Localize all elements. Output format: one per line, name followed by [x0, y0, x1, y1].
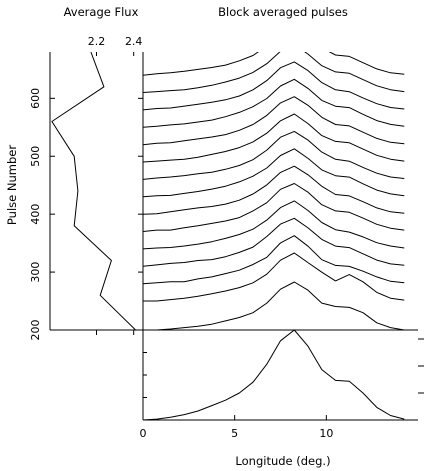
pulse-profile-line: [143, 281, 405, 330]
pulses-panel-title: Block averaged pulses: [218, 5, 348, 19]
y-tick-label: 500: [29, 146, 42, 167]
pulse-profile-line: [143, 61, 405, 111]
y-axis-label: Pulse Number: [5, 145, 19, 225]
y-tick-label: 600: [29, 88, 42, 109]
pulse-profile-line: [143, 52, 405, 93]
pulse-profile-line: [143, 217, 405, 267]
pulse-profile-line: [143, 148, 405, 198]
y-tick-label: 200: [29, 320, 42, 341]
x-tick-label: 5: [231, 427, 238, 440]
flux-panel-title: Average Flux: [64, 5, 139, 19]
y-tick-label: 400: [29, 204, 42, 225]
pulse-profile-line: [143, 113, 405, 163]
flux-line: [51, 51, 136, 331]
pulse-profile-line: [143, 200, 405, 250]
flux-tick-label: 2.4: [125, 35, 143, 48]
x-tick-label: 10: [319, 427, 333, 440]
flux-panel-frame: [49, 52, 144, 331]
pulse-profile-line: [143, 52, 405, 76]
pulse-profile-line: [143, 183, 405, 232]
flux-tick-label: 2.2: [88, 35, 106, 48]
pulse-profile-line: [143, 96, 405, 146]
x-axis-label: Longitude (deg.): [235, 454, 330, 468]
pulse-profile-line: [143, 130, 405, 180]
profile-panel-frame: [142, 330, 418, 421]
x-tick-label: 0: [140, 427, 147, 440]
y-tick-label: 300: [29, 262, 42, 283]
pulse-profile-line: [143, 235, 405, 285]
average-profile-line: [142, 329, 405, 421]
pulse-profile-line: [143, 78, 405, 128]
pulse-profile-line: [143, 252, 405, 302]
pulse-profile-line: [143, 165, 405, 215]
